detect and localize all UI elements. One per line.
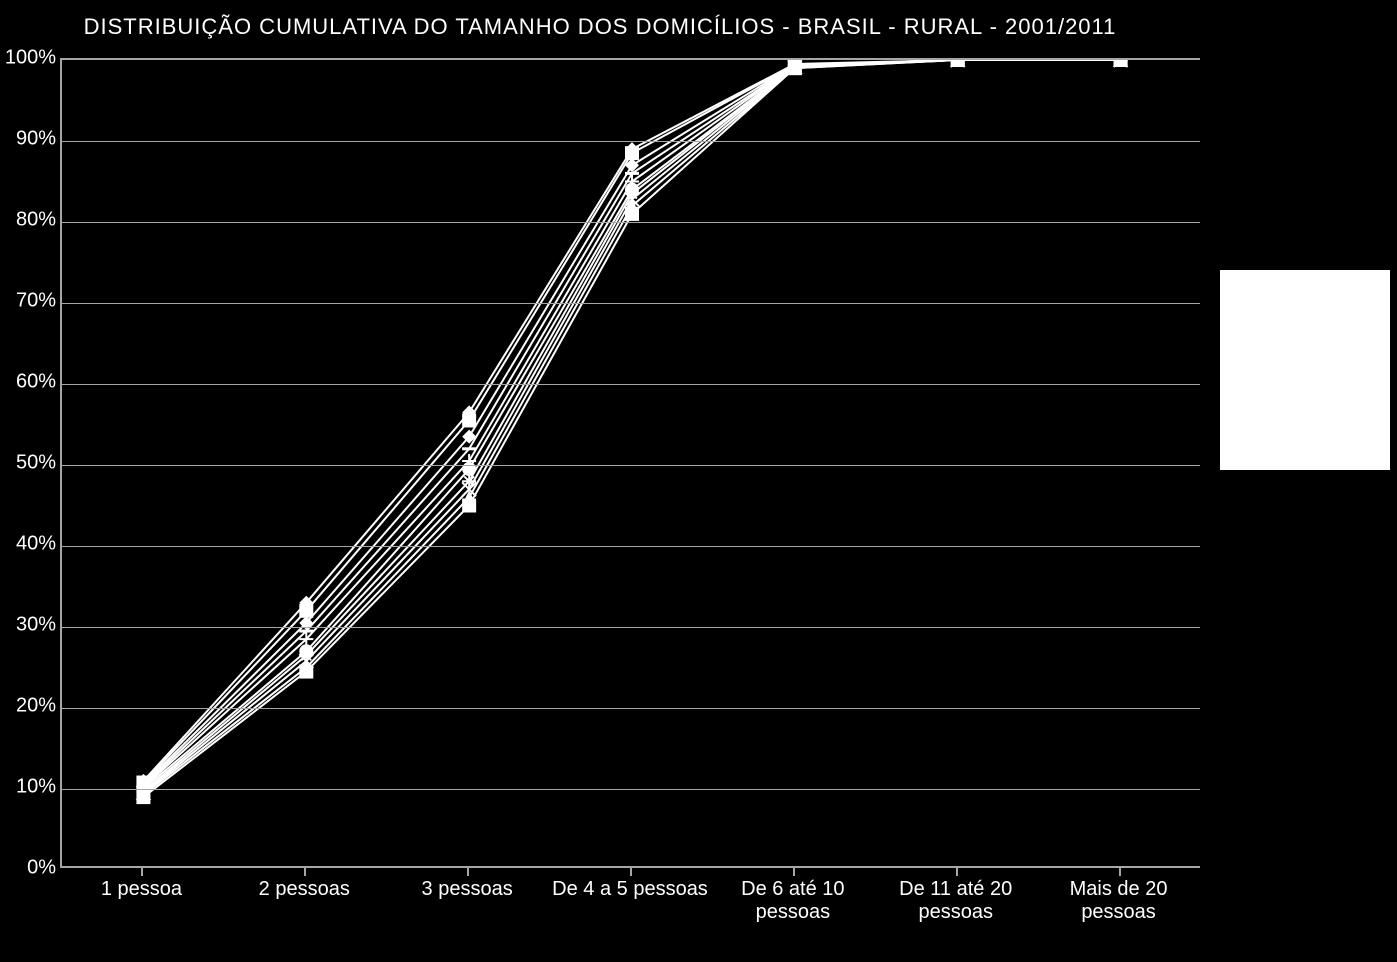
x-tick-label: De 11 até 20 pessoas — [874, 878, 1037, 924]
legend-box — [1220, 270, 1390, 470]
y-gridline — [62, 627, 1200, 628]
series-marker — [136, 776, 150, 790]
y-gridline — [62, 384, 1200, 385]
x-tick-label: 3 pessoas — [386, 878, 549, 901]
x-tick-label: De 4 a 5 pessoas — [549, 878, 712, 901]
y-tick-label: 70% — [4, 290, 56, 313]
chart-title: DISTRIBUIÇÃO CUMULATIVA DO TAMANHO DOS D… — [0, 14, 1200, 40]
y-gridline — [62, 465, 1200, 466]
y-tick-label: 80% — [4, 209, 56, 232]
chart-stage: DISTRIBUIÇÃO CUMULATIVA DO TAMANHO DOS D… — [0, 0, 1397, 962]
x-tick-label: De 6 até 10 pessoas — [711, 878, 874, 924]
y-tick-label: 90% — [4, 128, 56, 151]
series-marker — [788, 60, 802, 72]
series-marker — [299, 604, 313, 618]
x-tick-label: 2 pessoas — [223, 878, 386, 901]
y-gridline — [62, 303, 1200, 304]
y-gridline — [62, 708, 1200, 709]
y-gridline — [62, 141, 1200, 142]
series-marker — [462, 413, 476, 427]
y-gridline — [62, 546, 1200, 547]
series-marker — [1114, 60, 1128, 67]
y-tick-label: 40% — [4, 533, 56, 556]
x-tick-mark — [467, 868, 469, 876]
x-tick-mark — [141, 868, 143, 876]
y-tick-label: 10% — [4, 776, 56, 799]
x-tick-mark — [1119, 868, 1121, 876]
series-marker — [299, 644, 313, 658]
y-tick-label: 100% — [4, 47, 56, 70]
series-marker — [462, 474, 476, 488]
y-tick-label: 60% — [4, 371, 56, 394]
x-tick-label: Mais de 20 pessoas — [1037, 878, 1200, 924]
x-tick-mark — [793, 868, 795, 876]
y-gridline — [62, 222, 1200, 223]
y-tick-label: 0% — [4, 857, 56, 880]
series-marker — [951, 60, 965, 67]
x-tick-mark — [304, 868, 306, 876]
y-tick-label: 30% — [4, 614, 56, 637]
x-tick-mark — [630, 868, 632, 876]
plot-area — [60, 58, 1200, 868]
x-tick-mark — [956, 868, 958, 876]
y-tick-label: 20% — [4, 695, 56, 718]
x-tick-label: 1 pessoa — [60, 878, 223, 901]
y-tick-label: 50% — [4, 452, 56, 475]
series-marker — [625, 146, 639, 160]
y-gridline — [62, 789, 1200, 790]
